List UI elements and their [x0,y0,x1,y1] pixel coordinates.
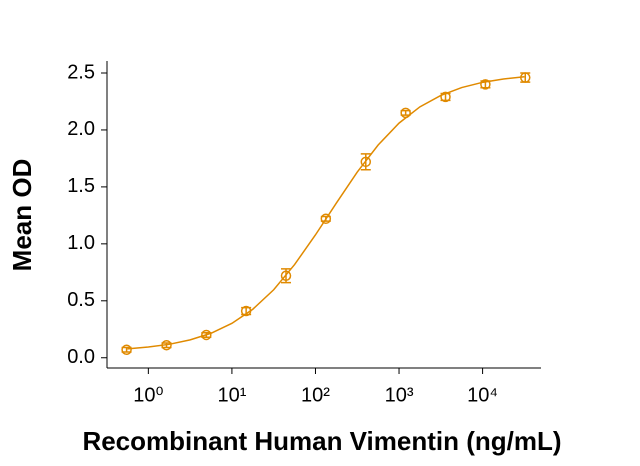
data-point [480,79,491,90]
y-tick-label: 1.5 [67,175,95,197]
data-point [440,91,451,103]
data-point [360,156,372,168]
data-point [400,107,411,119]
y-tick-label: 0.0 [67,346,95,368]
y-tick-label: 2.0 [67,118,95,140]
y-axis-title: Mean OD [7,159,37,272]
x-axis-title: Recombinant Human Vimentin (ng/mL) [82,426,561,456]
x-tick-label: 10² [301,384,330,406]
y-tick-label: 0.5 [67,289,95,311]
data-point [201,329,212,341]
error-bar [360,153,371,171]
x-tick-label: 10³ [385,384,414,406]
x-tick-label: 10⁴ [467,384,498,406]
data-point [161,339,172,351]
x-tick-label: 10¹ [217,384,246,406]
fit-curve [127,76,525,350]
data-point [520,72,531,83]
y-tick-label: 2.5 [67,61,95,83]
data-point [320,213,332,225]
data-point [240,305,252,317]
data-point [280,270,292,281]
x-tick-label: 10⁰ [133,384,163,406]
y-tick-label: 1.0 [67,232,95,254]
data-point [121,344,132,356]
